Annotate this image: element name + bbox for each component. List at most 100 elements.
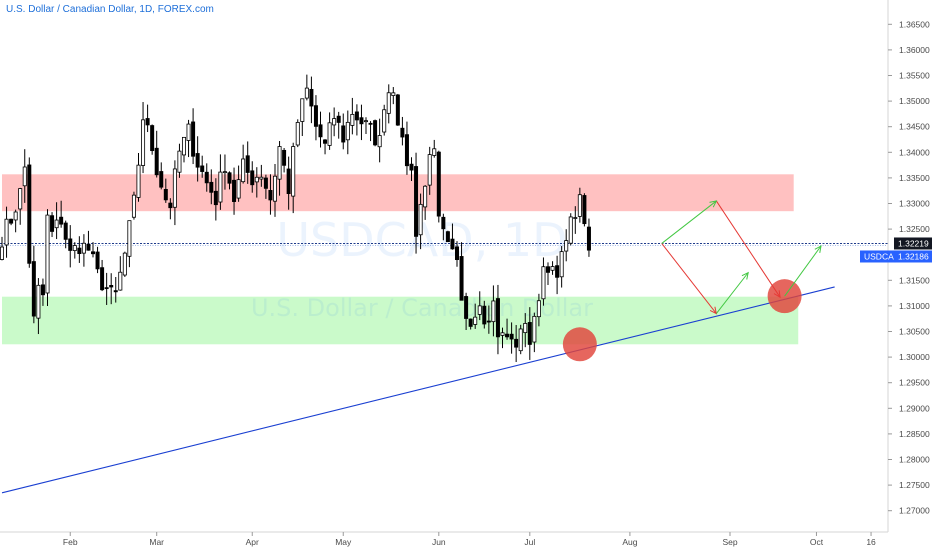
candle <box>350 97 355 135</box>
candle-body <box>200 165 205 172</box>
candle <box>313 95 318 141</box>
candle <box>423 185 428 220</box>
candle <box>404 121 409 175</box>
candle-body <box>122 252 127 276</box>
candle-body <box>36 284 41 319</box>
candle-body <box>127 220 132 257</box>
candle-body <box>555 265 560 278</box>
candle-body <box>313 105 318 127</box>
candle <box>186 119 191 158</box>
candle <box>91 242 96 258</box>
x-tick-label: Jun <box>432 537 446 547</box>
candle <box>377 118 382 163</box>
y-tick-label: 1.30000 <box>899 352 930 362</box>
candle-body <box>277 146 282 180</box>
candle <box>145 104 150 133</box>
candle <box>127 220 132 268</box>
candle-body <box>577 194 582 217</box>
candle-body <box>527 322 532 345</box>
candle <box>495 284 500 355</box>
x-tick-label: Jul <box>524 537 535 547</box>
candle-body <box>0 246 4 260</box>
candle <box>468 318 473 330</box>
bullish-arrow-shaft <box>661 200 717 244</box>
candle-body <box>486 320 491 323</box>
candle <box>232 167 237 215</box>
candle <box>131 191 136 220</box>
candle-body <box>236 179 241 199</box>
candle <box>27 157 32 268</box>
bearish-arrow-shaft <box>661 243 717 314</box>
bearish-arrow <box>715 200 781 299</box>
bullish-arrow <box>715 271 749 314</box>
candle-body <box>63 222 68 240</box>
support-zone <box>2 296 799 345</box>
candle <box>81 234 86 267</box>
y-tick-label: 1.35500 <box>899 71 930 81</box>
candle-body <box>550 266 555 271</box>
candle-body <box>536 300 541 318</box>
candle <box>95 246 100 274</box>
candle-body <box>573 217 578 219</box>
candle <box>154 130 159 178</box>
candle-body <box>81 242 86 254</box>
candle <box>318 111 323 148</box>
candle-body <box>204 171 209 184</box>
candle-body <box>172 168 177 208</box>
candle-body <box>168 202 173 209</box>
candle <box>550 261 555 275</box>
y-tick-label: 1.31500 <box>899 275 930 285</box>
candle <box>359 104 364 141</box>
candle-body <box>395 94 400 126</box>
y-tick-label: 1.31000 <box>899 301 930 311</box>
x-axis[interactable]: Feb Mar Apr May Jun Jul Aug Sep Oct 16 <box>0 531 888 547</box>
candle <box>204 163 209 192</box>
candle-body <box>518 328 523 352</box>
y-axis[interactable]: 1.27000 1.27500 1.28000 1.28500 1.29000 1.295… <box>887 0 930 532</box>
candle-body <box>109 285 114 288</box>
trendline-layer <box>1 286 835 494</box>
bid-price-value: 1.32186 <box>898 251 929 261</box>
candle-body <box>263 177 268 189</box>
candle-body <box>268 190 273 201</box>
x-tick-label: Sep <box>722 537 737 547</box>
candle-body <box>181 136 186 156</box>
candle <box>195 136 200 182</box>
candle <box>409 157 414 182</box>
candle-body <box>418 203 423 236</box>
candle-body <box>68 238 73 251</box>
ascending-trendline <box>1 286 835 494</box>
candle <box>577 187 582 223</box>
candle <box>345 110 350 155</box>
candle <box>400 116 405 146</box>
candle-body <box>304 87 309 99</box>
bearish-arrow-head <box>773 290 781 299</box>
candle <box>341 113 346 150</box>
candle-body <box>377 135 382 148</box>
candle-body <box>568 216 573 244</box>
candle-body <box>40 284 45 296</box>
candle <box>573 206 578 234</box>
candle-body <box>450 238 455 250</box>
candle-body <box>91 251 96 255</box>
candle-body <box>386 92 391 114</box>
reaction-circle <box>562 327 597 362</box>
candle <box>518 324 523 355</box>
candle-body <box>218 171 223 203</box>
chart-title: U.S. Dollar / Canadian Dollar, 1D, FOREX… <box>6 4 214 15</box>
candle-body <box>209 181 214 193</box>
candle-body <box>18 188 23 210</box>
candle <box>300 98 305 137</box>
candle-body <box>72 245 77 251</box>
candle <box>218 154 223 210</box>
symbol-badge-label: USDCAD <box>864 251 900 261</box>
candle <box>181 136 186 163</box>
candle <box>368 121 373 142</box>
candle <box>236 165 241 202</box>
candle <box>445 230 450 243</box>
candle-body <box>368 122 373 125</box>
candle <box>436 150 441 223</box>
y-tick-label: 1.28500 <box>899 429 930 439</box>
